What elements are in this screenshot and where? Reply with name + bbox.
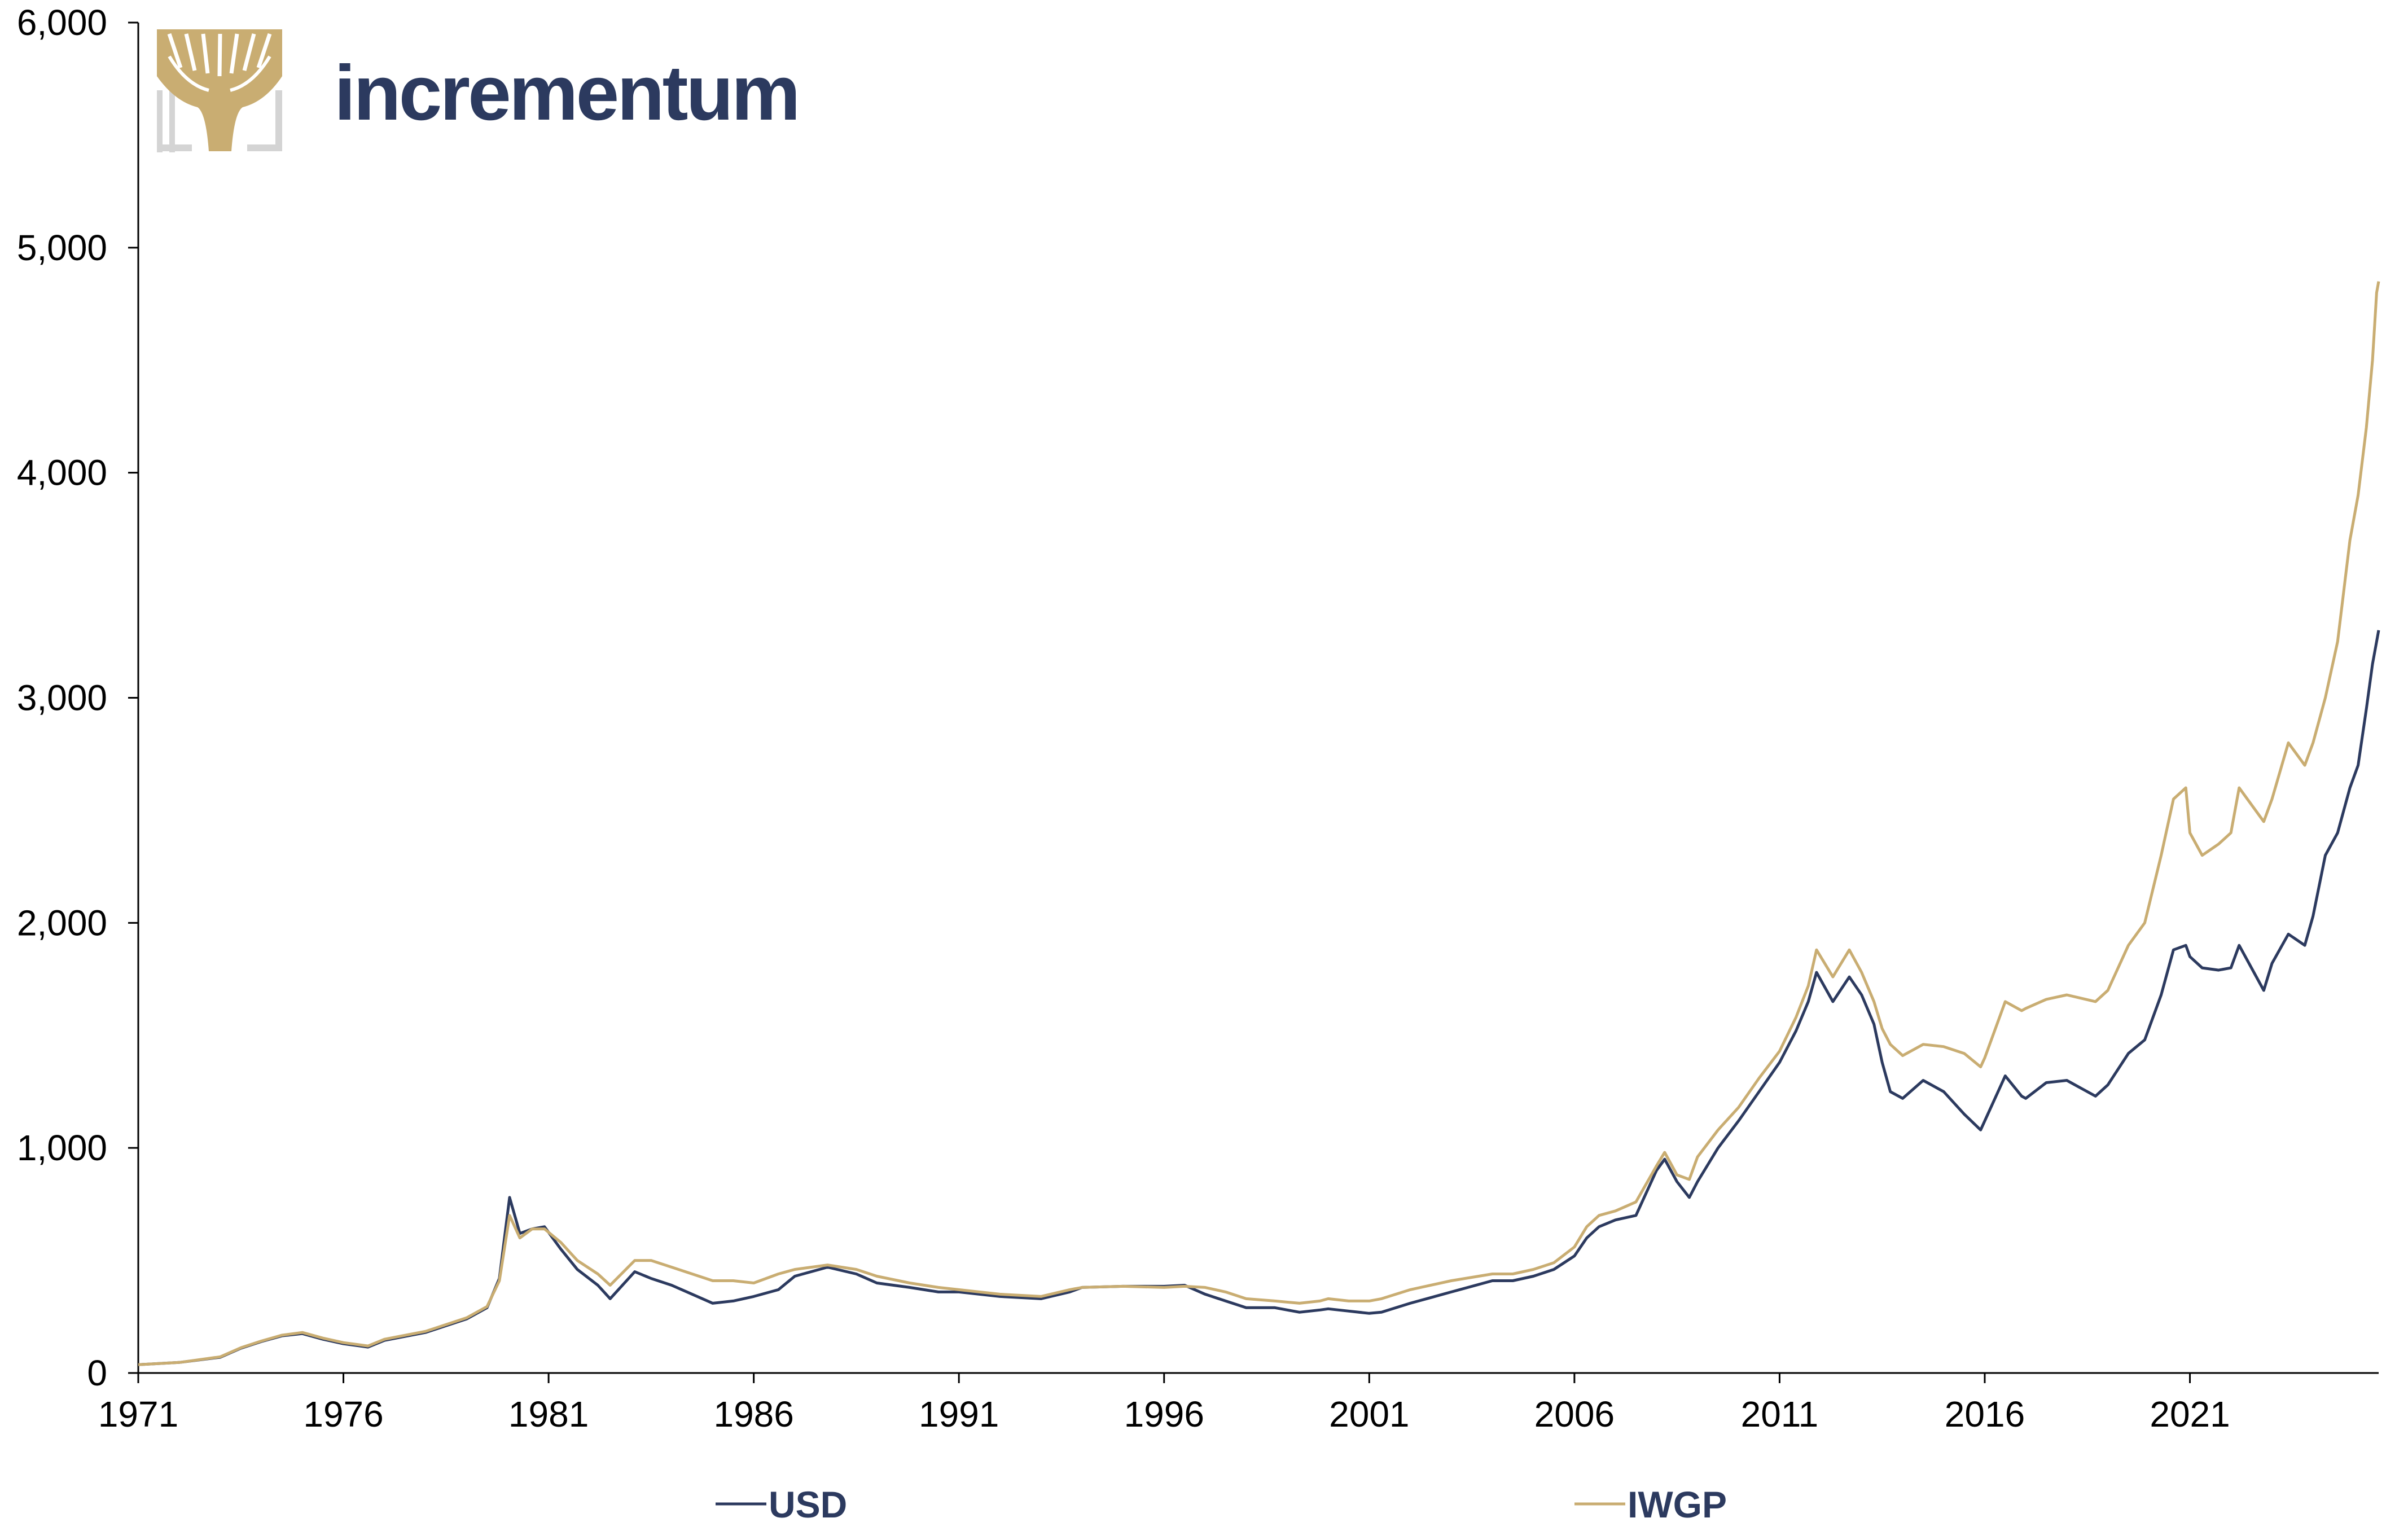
x-tick-label: 2006 bbox=[1534, 1394, 1615, 1435]
tree-icon bbox=[157, 29, 282, 152]
y-axis-ticks: 0 1,000 2,000 3,000 4,000 5,000 6,000 bbox=[17, 2, 138, 1393]
brand-name: incrementum bbox=[334, 50, 799, 137]
x-axis-ticks: 1971 1976 1981 1986 1991 1996 2001 2006 2011 2016… bbox=[98, 1373, 2230, 1435]
x-tick-label: 1986 bbox=[713, 1394, 793, 1435]
x-tick-label: 2011 bbox=[1741, 1394, 1819, 1435]
x-tick-label: 2001 bbox=[1329, 1394, 1409, 1435]
y-tick-label: 5,000 bbox=[17, 227, 107, 268]
y-tick-label: 2,000 bbox=[17, 902, 107, 943]
series-line-usd bbox=[138, 630, 2380, 1366]
legend: USD IWGP bbox=[716, 1484, 1727, 1525]
legend-label-usd: USD bbox=[769, 1484, 847, 1525]
series-line-iwgp bbox=[138, 281, 2380, 1366]
x-tick-label: 1976 bbox=[303, 1394, 383, 1435]
x-tick-label: 1971 bbox=[98, 1394, 178, 1435]
y-tick-label: 1,000 bbox=[17, 1128, 107, 1168]
x-tick-label: 1996 bbox=[1124, 1394, 1204, 1435]
y-tick-label: 0 bbox=[87, 1353, 107, 1393]
x-tick-label: 2016 bbox=[1945, 1394, 2025, 1435]
y-tick-label: 4,000 bbox=[17, 453, 107, 493]
incrementum-logo: incrementum bbox=[157, 29, 801, 152]
y-tick-label: 3,000 bbox=[17, 678, 107, 718]
x-tick-label: 1991 bbox=[919, 1394, 999, 1435]
x-tick-label: 2021 bbox=[2150, 1394, 2230, 1435]
legend-label-iwgp: IWGP bbox=[1628, 1484, 1727, 1525]
y-tick-label: 6,000 bbox=[17, 2, 107, 43]
x-tick-label: 1981 bbox=[508, 1394, 589, 1435]
